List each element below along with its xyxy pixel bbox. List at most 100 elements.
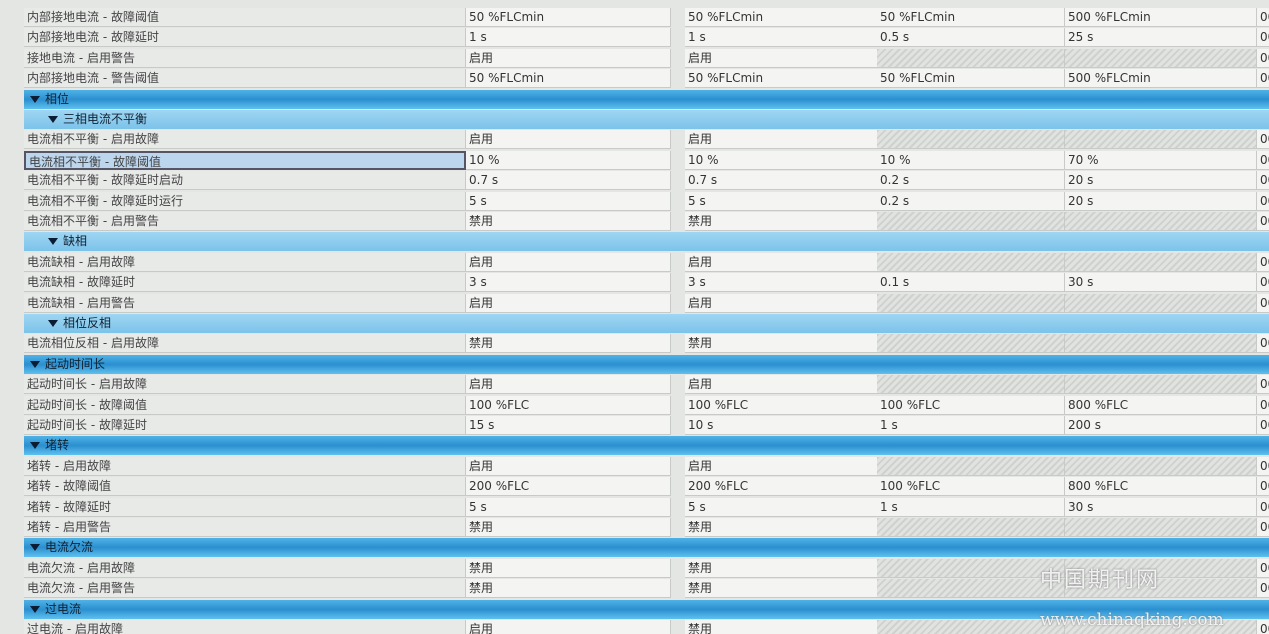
extra-cell: 00 xyxy=(1257,191,1269,211)
param-name: 电流相不平衡 - 故障延时运行 xyxy=(24,191,466,211)
param-name: 过电流 - 启用故障 xyxy=(24,620,466,634)
group-header[interactable]: 堵转 xyxy=(24,436,1269,456)
default-cell[interactable]: 3 s xyxy=(685,273,878,293)
default-cell[interactable]: 禁用 xyxy=(685,558,878,578)
value-cell[interactable]: 启用 xyxy=(466,375,671,395)
subgroup-header[interactable]: 三相电流不平衡 xyxy=(24,110,1269,129)
max-cell: 500 %FLCmin xyxy=(1065,8,1257,27)
collapse-arrow[interactable] xyxy=(48,238,58,246)
max-cell xyxy=(1065,212,1257,231)
extra-cell: 00 xyxy=(1257,456,1269,476)
header-label: 三相电流不平衡 xyxy=(63,112,148,126)
value-cell[interactable]: 1 s xyxy=(466,28,671,48)
value-cell[interactable]: 启用 xyxy=(466,252,671,272)
default-cell[interactable]: 5 s xyxy=(685,191,878,211)
value-cell[interactable]: 禁用 xyxy=(466,579,671,599)
default-cell[interactable]: 50 %FLCmin xyxy=(685,8,878,27)
max-cell: 30 s xyxy=(1065,497,1257,517)
group-header[interactable]: 电流欠流 xyxy=(24,538,1269,558)
extra-cell: 00 xyxy=(1257,620,1269,634)
group-header[interactable]: 起动时间长 xyxy=(24,354,1269,374)
min-cell: 100 %FLC xyxy=(877,477,1065,497)
collapse-arrow[interactable] xyxy=(30,360,40,368)
value-cell[interactable]: 5 s xyxy=(466,497,671,517)
collapse-arrow[interactable] xyxy=(30,442,40,450)
default-cell[interactable]: 0.7 s xyxy=(685,171,878,191)
param-name: 电流缺相 - 故障延时 xyxy=(24,273,466,293)
max-cell xyxy=(1065,334,1257,354)
max-cell: 800 %FLC xyxy=(1065,477,1257,497)
max-cell: 70 % xyxy=(1065,150,1257,170)
value-cell[interactable]: 200 %FLC xyxy=(466,477,671,497)
default-cell[interactable]: 10 % xyxy=(685,150,878,170)
header-label: 相位 xyxy=(45,91,70,106)
default-cell[interactable]: 100 %FLC xyxy=(685,395,878,415)
extra-cell: 00 xyxy=(1257,375,1269,395)
default-cell[interactable]: 禁用 xyxy=(685,518,878,537)
min-cell xyxy=(877,212,1065,231)
max-cell xyxy=(1065,293,1257,313)
default-cell[interactable]: 禁用 xyxy=(685,334,878,354)
value-cell[interactable]: 3 s xyxy=(466,273,671,293)
min-cell: 10 % xyxy=(877,150,1065,170)
collapse-arrow[interactable] xyxy=(30,605,40,613)
max-cell xyxy=(1065,375,1257,395)
value-cell[interactable]: 15 s xyxy=(466,416,671,435)
min-cell: 1 s xyxy=(877,497,1065,517)
subgroup-header[interactable]: 相位反相 xyxy=(24,314,1269,333)
default-cell[interactable]: 启用 xyxy=(685,293,878,313)
default-cell[interactable]: 50 %FLCmin xyxy=(685,69,878,89)
default-cell[interactable]: 启用 xyxy=(685,456,878,476)
default-cell[interactable]: 1 s xyxy=(685,28,878,48)
value-cell[interactable]: 10 % xyxy=(466,150,671,170)
value-cell[interactable]: 50 %FLCmin xyxy=(466,8,671,27)
param-name: 起动时间长 - 故障阈值 xyxy=(24,395,466,415)
default-cell[interactable]: 5 s xyxy=(685,497,878,517)
collapse-arrow[interactable] xyxy=(30,95,40,103)
value-cell[interactable]: 启用 xyxy=(466,130,671,150)
collapse-arrow[interactable] xyxy=(48,116,58,123)
value-cell[interactable]: 禁用 xyxy=(466,558,671,578)
subgroup-header[interactable]: 缺相 xyxy=(24,232,1269,252)
min-cell: 0.2 s xyxy=(877,191,1065,211)
param-name: 堵转 - 故障阈值 xyxy=(24,477,466,497)
default-cell[interactable]: 10 s xyxy=(685,416,878,435)
max-cell xyxy=(1065,252,1257,272)
default-cell[interactable]: 启用 xyxy=(685,130,878,150)
default-cell[interactable]: 200 %FLC xyxy=(685,477,878,497)
value-cell[interactable]: 禁用 xyxy=(466,518,671,537)
max-cell xyxy=(1065,48,1257,68)
max-cell: 800 %FLC xyxy=(1065,395,1257,415)
param-name: 电流相不平衡 - 故障阈值 xyxy=(24,150,466,170)
default-cell[interactable]: 禁用 xyxy=(685,620,878,634)
default-cell[interactable]: 启用 xyxy=(685,375,878,395)
extra-cell: 00 xyxy=(1257,334,1269,354)
collapse-arrow[interactable] xyxy=(48,320,58,327)
param-name: 接地电流 - 启用警告 xyxy=(24,48,466,68)
min-cell xyxy=(877,558,1065,578)
extra-cell: 00 xyxy=(1257,416,1269,435)
value-cell[interactable]: 5 s xyxy=(466,191,671,211)
group-header[interactable]: 过电流 xyxy=(24,599,1269,619)
default-cell[interactable]: 启用 xyxy=(685,48,878,68)
extra-cell: 00 xyxy=(1257,212,1269,231)
value-cell[interactable]: 启用 xyxy=(466,293,671,313)
value-cell[interactable]: 0.7 s xyxy=(466,171,671,191)
default-cell[interactable]: 禁用 xyxy=(685,212,878,231)
default-cell[interactable]: 启用 xyxy=(685,252,878,272)
max-cell xyxy=(1065,620,1257,634)
value-cell[interactable]: 100 %FLC xyxy=(466,395,671,415)
min-cell: 0.1 s xyxy=(877,273,1065,293)
extra-cell: 00 xyxy=(1257,252,1269,272)
value-cell[interactable]: 50 %FLCmin xyxy=(466,69,671,89)
group-header[interactable]: 相位 xyxy=(24,89,1269,109)
default-cell[interactable]: 禁用 xyxy=(685,579,878,599)
value-cell[interactable]: 禁用 xyxy=(466,212,671,231)
value-cell[interactable]: 启用 xyxy=(466,456,671,476)
value-cell[interactable]: 禁用 xyxy=(466,334,671,354)
min-cell xyxy=(877,579,1065,599)
min-cell: 1 s xyxy=(877,416,1065,435)
value-cell[interactable]: 启用 xyxy=(466,48,671,68)
value-cell[interactable]: 启用 xyxy=(466,620,671,634)
collapse-arrow[interactable] xyxy=(30,544,40,552)
